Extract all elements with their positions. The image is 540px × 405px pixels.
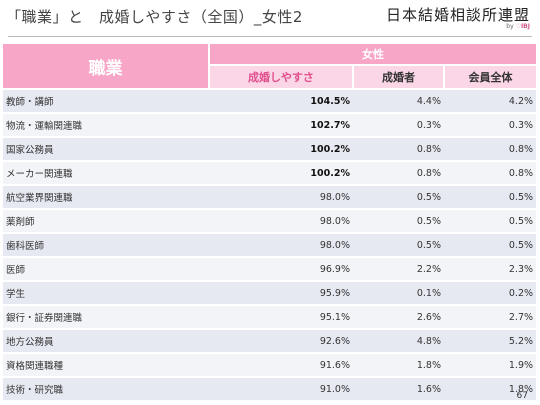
ease-cell: 95.9% bbox=[209, 280, 353, 305]
married-cell: 0.5% bbox=[353, 232, 444, 257]
table-row: 薬剤師 98.0% 0.5% 0.5% bbox=[3, 208, 537, 233]
ease-cell: 91.0% bbox=[209, 376, 353, 400]
ease-cell: 102.7% bbox=[209, 112, 353, 137]
members-cell: 1.9% bbox=[444, 352, 537, 377]
category-header: 職業 bbox=[3, 44, 210, 89]
category-cell: 歯科医師 bbox=[3, 232, 209, 257]
ease-cell: 98.0% bbox=[209, 184, 353, 209]
ease-cell: 96.9% bbox=[209, 256, 353, 281]
table-row: 物流・運輸関連職 102.7% 0.3% 0.3% bbox=[3, 112, 537, 137]
table-row: 資格関連職種 91.6% 1.8% 1.9% bbox=[3, 352, 537, 377]
heart-icon: ♡ bbox=[515, 23, 521, 30]
table-row: 教師・講師 104.5% 4.4% 4.2% bbox=[3, 88, 537, 113]
members-cell: 4.2% bbox=[444, 88, 537, 113]
table-row: 地方公務員 92.6% 4.8% 5.2% bbox=[3, 328, 537, 353]
category-cell: 航空業界関連職 bbox=[3, 184, 209, 209]
logo-subtext: by ♡IBJ bbox=[386, 23, 530, 30]
page-title: 「職業」と 成婚しやすさ（全国）_女性2 bbox=[6, 8, 303, 26]
table-row: 歯科医師 98.0% 0.5% 0.5% bbox=[3, 232, 537, 257]
members-cell: 0.5% bbox=[444, 208, 537, 233]
ease-cell: 91.6% bbox=[209, 352, 353, 377]
ease-cell: 98.0% bbox=[209, 208, 353, 233]
category-cell: 技術・研究職 bbox=[3, 376, 209, 400]
column-header-married: 成婚者 bbox=[352, 65, 444, 89]
category-cell: 資格関連職種 bbox=[3, 352, 209, 377]
page-number: 67 bbox=[516, 391, 528, 401]
married-cell: 4.4% bbox=[353, 88, 444, 113]
category-cell: 銀行・証券関連職 bbox=[3, 304, 209, 329]
married-cell: 2.2% bbox=[353, 256, 444, 281]
members-cell: 2.7% bbox=[444, 304, 537, 329]
members-cell: 0.8% bbox=[444, 136, 537, 161]
married-cell: 1.6% bbox=[353, 376, 444, 400]
logo-by: by bbox=[506, 23, 514, 30]
category-cell: 物流・運輸関連職 bbox=[3, 112, 209, 137]
category-cell: 薬剤師 bbox=[3, 208, 209, 233]
ibj-logo: 日本結婚相談所連盟 by ♡IBJ bbox=[386, 4, 530, 30]
married-cell: 0.5% bbox=[353, 184, 444, 209]
category-cell: 国家公務員 bbox=[3, 136, 209, 161]
category-cell: メーカー関連職 bbox=[3, 160, 209, 185]
ease-cell: 100.2% bbox=[209, 160, 353, 185]
members-cell: 2.3% bbox=[444, 256, 537, 281]
married-cell: 0.8% bbox=[353, 136, 444, 161]
table-body: 教師・講師 104.5% 4.4% 4.2% 物流・運輸関連職 102.7% 0.3% 0.3… bbox=[3, 88, 537, 400]
female-group-header: 女性 bbox=[209, 44, 537, 66]
category-cell: 学生 bbox=[3, 280, 209, 305]
table-row: 銀行・証券関連職 95.1% 2.6% 2.7% bbox=[3, 304, 537, 329]
members-cell: 0.8% bbox=[444, 160, 537, 185]
logo-text: 日本結婚相談所連盟 bbox=[385, 6, 530, 24]
occupation-table: 職業 女性 成婚しやすさ 成婚者 会員全体 教師・講師 104.5% 4.4% 4.2… bbox=[3, 44, 537, 400]
column-header-ease: 成婚しやすさ bbox=[209, 65, 353, 89]
table-row: 学生 95.9% 0.1% 0.2% bbox=[3, 280, 537, 305]
table-row: メーカー関連職 100.2% 0.8% 0.8% bbox=[3, 160, 537, 185]
table-row: 技術・研究職 91.0% 1.6% 1.8% bbox=[3, 376, 537, 400]
married-cell: 1.8% bbox=[353, 352, 444, 377]
logo-ibj: IBJ bbox=[520, 23, 530, 30]
members-cell: 0.5% bbox=[444, 184, 537, 209]
members-cell: 5.2% bbox=[444, 328, 537, 353]
ease-cell: 104.5% bbox=[209, 88, 353, 113]
table-row: 医師 96.9% 2.2% 2.3% bbox=[3, 256, 537, 281]
married-cell: 0.8% bbox=[353, 160, 444, 185]
column-header-members: 会員全体 bbox=[442, 65, 537, 89]
members-cell: 1.8% bbox=[444, 376, 537, 400]
title-divider bbox=[8, 36, 532, 37]
category-cell: 医師 bbox=[3, 256, 209, 281]
category-cell: 地方公務員 bbox=[3, 328, 209, 353]
married-cell: 2.6% bbox=[353, 304, 444, 329]
married-cell: 0.5% bbox=[353, 208, 444, 233]
table-row: 国家公務員 100.2% 0.8% 0.8% bbox=[3, 136, 537, 161]
ease-cell: 100.2% bbox=[209, 136, 353, 161]
members-cell: 0.3% bbox=[444, 112, 537, 137]
married-cell: 0.3% bbox=[353, 112, 444, 137]
table-row: 航空業界関連職 98.0% 0.5% 0.5% bbox=[3, 184, 537, 209]
members-cell: 0.2% bbox=[444, 280, 537, 305]
category-cell: 教師・講師 bbox=[3, 88, 209, 113]
ease-cell: 98.0% bbox=[209, 232, 353, 257]
married-cell: 4.8% bbox=[353, 328, 444, 353]
ease-cell: 95.1% bbox=[209, 304, 353, 329]
ease-cell: 92.6% bbox=[209, 328, 353, 353]
married-cell: 0.1% bbox=[353, 280, 444, 305]
members-cell: 0.5% bbox=[444, 232, 537, 257]
